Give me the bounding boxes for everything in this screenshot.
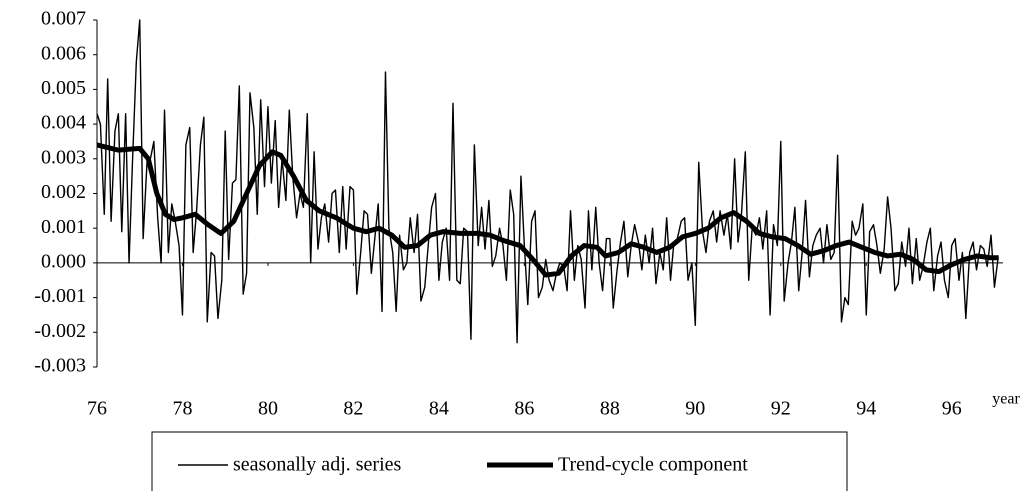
- y-tick-label: 0.004: [41, 112, 86, 134]
- legend-label: seasonally adj. series: [233, 454, 401, 476]
- x-tick-label: 92: [771, 398, 791, 420]
- x-tick-label: 82: [343, 398, 363, 420]
- x-tick-label: 88: [600, 398, 620, 420]
- y-tick-label: 0.000: [41, 250, 86, 272]
- x-tick-label: 86: [514, 398, 534, 420]
- x-axis-label: year: [992, 391, 1020, 408]
- x-tick-label: 94: [856, 398, 876, 420]
- legend-label: Trend-cycle component: [558, 454, 748, 476]
- legend: [151, 431, 848, 491]
- y-tick-label: -0.002: [34, 320, 86, 342]
- y-tick-label: -0.001: [34, 285, 86, 307]
- y-tick-label: -0.003: [34, 355, 86, 377]
- x-tick-label: 78: [172, 398, 192, 420]
- x-tick-label: 84: [429, 398, 449, 420]
- data-line: [96, 19, 999, 344]
- x-tick-label: 80: [258, 398, 278, 420]
- y-tick-label: 0.002: [41, 181, 86, 203]
- y-tick-label: 0.007: [41, 8, 86, 30]
- y-tick-label: 0.005: [41, 77, 86, 99]
- x-tick-label: 96: [942, 398, 962, 420]
- y-tick-label: 0.003: [41, 146, 86, 168]
- data-line: [96, 142, 999, 278]
- x-tick-label: 76: [87, 398, 107, 420]
- y-tick-label: 0.001: [41, 216, 86, 238]
- y-tick-label: 0.006: [41, 42, 86, 64]
- x-tick-label: 90: [685, 398, 705, 420]
